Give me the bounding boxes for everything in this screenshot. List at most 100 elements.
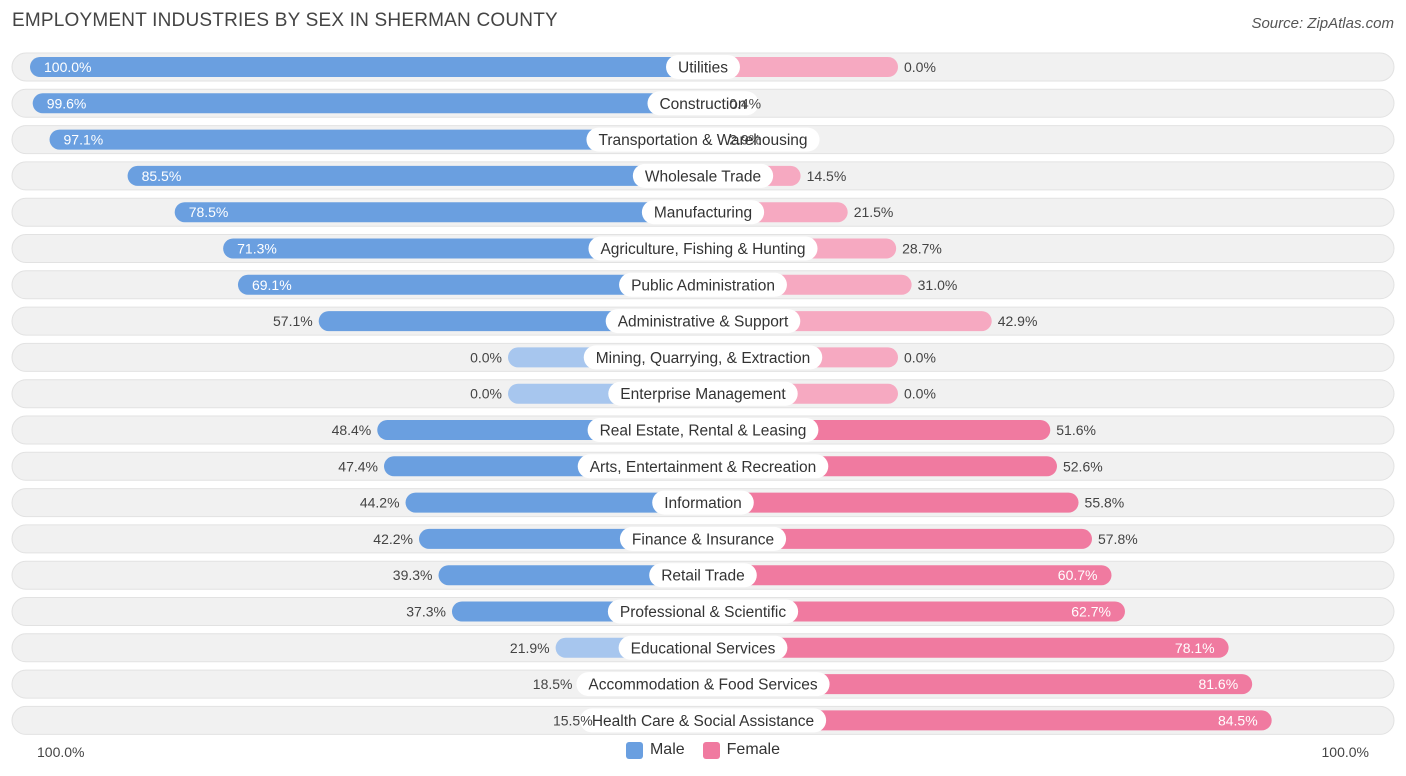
female-value-label: 42.9% — [998, 313, 1038, 329]
category-label: Transportation & Warehousing — [598, 132, 807, 149]
bar-row[interactable]: Retail Trade 39.3% 60.7% — [11, 560, 1395, 590]
female-value-label: 60.7% — [1058, 567, 1098, 583]
chart-area: Utilities 100.0% 0.0% Construction 99.6% 0.4%… — [11, 52, 1395, 735]
male-value-label: 15.5% — [553, 712, 593, 728]
bar-row[interactable]: Public Administration 69.1% 31.0% — [11, 270, 1395, 300]
female-bar[interactable] — [703, 528, 1092, 549]
bar-row[interactable]: Educational Services 21.9% 78.1% — [11, 633, 1395, 663]
bar-row[interactable]: Finance & Insurance 42.2% 57.8% — [11, 524, 1395, 554]
female-value-label: 84.5% — [1218, 712, 1258, 728]
male-bar[interactable] — [127, 165, 703, 186]
bar-row[interactable]: Transportation & Warehousing 97.1% 2.9% — [11, 125, 1395, 155]
female-bar[interactable] — [703, 674, 1253, 695]
category-label: Accommodation & Food Services — [588, 677, 817, 694]
bar-row[interactable]: Agriculture, Fishing & Hunting 71.3% 28.7% — [11, 234, 1395, 263]
male-value-label: 37.3% — [406, 604, 446, 620]
female-value-label: 2.9% — [729, 132, 761, 148]
male-bar[interactable] — [32, 93, 703, 114]
category-label: Construction — [659, 96, 746, 113]
category-label: Public Administration — [631, 277, 775, 294]
male-value-label: 85.5% — [142, 168, 182, 184]
bar-row[interactable]: Utilities 100.0% 0.0% — [11, 52, 1395, 82]
female-value-label: 14.5% — [807, 168, 847, 184]
chart-title: EMPLOYMENT INDUSTRIES BY SEX IN SHERMAN … — [12, 10, 558, 31]
category-pill — [652, 490, 754, 515]
female-value-label: 81.6% — [1198, 676, 1238, 692]
male-value-label: 99.6% — [47, 95, 87, 111]
female-bar[interactable] — [703, 710, 1272, 731]
male-value-label: 0.0% — [470, 349, 502, 365]
category-pill — [586, 127, 820, 152]
female-bar[interactable] — [703, 637, 1229, 658]
male-bar[interactable] — [49, 129, 704, 150]
category-label: Enterprise Management — [620, 386, 786, 403]
category-label: Mining, Quarrying, & Extraction — [596, 350, 811, 367]
category-pill — [632, 163, 774, 188]
female-bar[interactable] — [703, 565, 1112, 586]
female-value-label: 0.4% — [729, 95, 761, 111]
male-value-label: 18.5% — [533, 676, 573, 692]
bar-row[interactable]: Professional & Scientific 37.3% 62.7% — [11, 597, 1395, 626]
category-pill — [605, 309, 801, 334]
bar-row[interactable]: Accommodation & Food Services 18.5% 81.6% — [11, 669, 1395, 699]
category-label: Professional & Scientific — [620, 604, 787, 621]
axis-left-label: 100.0% — [37, 744, 85, 760]
bar-row[interactable]: Manufacturing 78.5% 21.5% — [11, 197, 1395, 227]
male-value-label: 78.5% — [189, 204, 229, 220]
bar-row[interactable]: Real Estate, Rental & Leasing 48.4% 51.6% — [11, 415, 1395, 445]
male-value-label: 42.2% — [373, 531, 413, 547]
category-label: Arts, Entertainment & Recreation — [590, 459, 817, 476]
female-bar[interactable] — [703, 492, 1079, 513]
male-bar[interactable] — [405, 492, 703, 513]
female-value-label: 51.6% — [1056, 422, 1096, 438]
category-pill — [587, 418, 819, 442]
category-label: Administrative & Support — [618, 314, 789, 331]
male-value-label: 48.4% — [332, 422, 372, 438]
male-bar[interactable] — [223, 238, 703, 259]
female-bar[interactable] — [703, 57, 898, 77]
category-label: Finance & Insurance — [632, 531, 774, 548]
bar-row[interactable]: Arts, Entertainment & Recreation 47.4% 52.… — [11, 451, 1395, 481]
male-value-label: 39.3% — [393, 567, 433, 583]
legend-swatch-male — [625, 741, 643, 759]
male-value-label: 44.2% — [360, 495, 400, 511]
category-label: Educational Services — [631, 640, 776, 657]
female-value-label: 0.0% — [904, 386, 936, 402]
female-value-label: 52.6% — [1063, 458, 1103, 474]
legend: Male Female — [0, 741, 1406, 759]
female-value-label: 0.0% — [904, 59, 936, 75]
male-bar[interactable] — [438, 565, 703, 586]
bar-row[interactable]: Construction 99.6% 0.4% — [11, 88, 1395, 118]
bar-row[interactable]: Information 44.2% 55.8% — [11, 488, 1395, 518]
bar-row[interactable]: Enterprise Management 0.0% 0.0% — [11, 379, 1395, 409]
source-credit: Source: ZipAtlas.com — [1251, 15, 1394, 32]
legend-swatch-female — [702, 741, 720, 759]
category-pill — [607, 599, 799, 624]
category-pill — [619, 272, 787, 297]
category-pill — [583, 345, 823, 370]
legend-item-female[interactable]: Female — [702, 741, 780, 759]
category-label: Real Estate, Rental & Leasing — [600, 423, 807, 440]
female-bar[interactable] — [703, 601, 1125, 622]
female-value-label: 21.5% — [854, 204, 894, 220]
category-pill — [588, 236, 818, 261]
bar-row[interactable]: Mining, Quarrying, & Extraction 0.0% 0.0% — [11, 342, 1395, 372]
male-value-label: 0.0% — [470, 386, 502, 402]
legend-item-male[interactable]: Male — [625, 741, 685, 759]
category-pill — [618, 635, 788, 660]
bar-row[interactable]: Wholesale Trade 85.5% 14.5% — [11, 161, 1395, 191]
bar-row[interactable]: Administrative & Support 57.1% 42.9% — [11, 306, 1395, 336]
female-value-label: 0.0% — [904, 349, 936, 365]
category-label: Agriculture, Fishing & Hunting — [600, 241, 805, 258]
male-value-label: 97.1% — [64, 132, 104, 148]
male-bar[interactable] — [237, 274, 703, 295]
category-label: Retail Trade — [661, 568, 745, 585]
category-pill — [576, 672, 830, 697]
male-bar[interactable] — [174, 202, 703, 223]
male-bar[interactable] — [30, 57, 703, 77]
category-label: Information — [664, 495, 742, 512]
category-label: Manufacturing — [654, 205, 752, 222]
category-pill — [577, 454, 829, 479]
male-value-label: 71.3% — [237, 241, 277, 257]
